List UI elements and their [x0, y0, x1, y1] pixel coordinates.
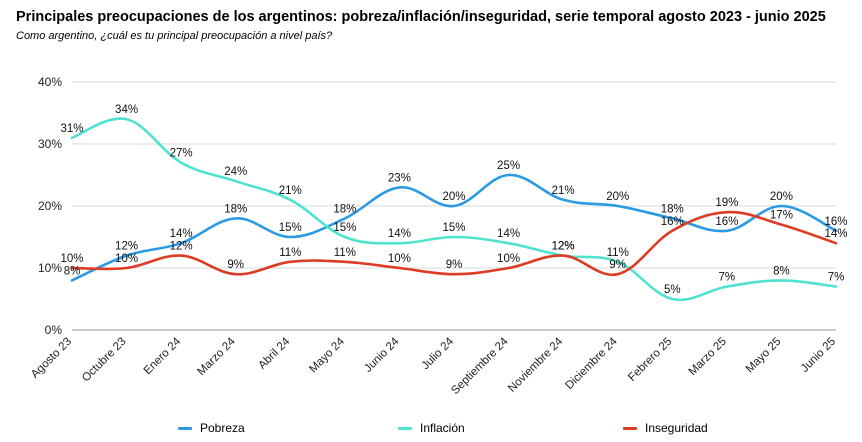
data-label-pobreza: 16% [824, 216, 847, 228]
data-label-inflacion: 14% [497, 228, 520, 240]
data-label-pobreza: 20% [606, 191, 629, 203]
data-label-pobreza: 21% [552, 185, 575, 197]
data-label-inflacion: 15% [333, 222, 356, 234]
data-label-inseguridad: 10% [497, 253, 520, 265]
x-tick-label: Marzo 25 [687, 336, 729, 378]
data-label-inseguridad: 17% [770, 210, 793, 222]
y-tick-label: 30% [38, 137, 62, 151]
data-label-inflacion: 24% [224, 166, 247, 178]
data-label-pobreza: 18% [224, 203, 247, 215]
data-label-pobreza: 16% [715, 216, 738, 228]
data-label-inseguridad: 11% [334, 247, 356, 259]
data-label-inflacion: 7% [828, 272, 845, 284]
data-label-inseguridad: 9% [227, 259, 244, 271]
data-label-inflacion: 27% [170, 148, 193, 160]
x-tick-label: Julio 24 [420, 335, 457, 372]
legend-swatch-inflacion [398, 426, 412, 430]
chart-subtitle: Como argentino, ¿cuál es tu principal pr… [16, 30, 333, 42]
legend-swatch-inseguridad [623, 426, 637, 430]
x-tick-label: Noviembre 24 [506, 335, 566, 395]
legend-item-inseguridad: Inseguridad [623, 421, 708, 435]
data-label-pobreza: 8% [64, 265, 81, 277]
y-tick-label: 20% [38, 199, 62, 213]
data-label-pobreza: 18% [661, 203, 684, 215]
data-label-inseguridad: 16% [661, 216, 684, 228]
chart-title: Principales preocupaciones de los argent… [16, 9, 826, 25]
legend-label-inflacion: Inflación [420, 421, 465, 435]
x-tick-label: Marzo 24 [195, 335, 238, 378]
data-label-inseguridad: 12% [170, 241, 193, 253]
y-tick-label: 0% [45, 323, 63, 337]
data-label-inseguridad: 9% [446, 259, 463, 271]
y-tick-label: 40% [38, 75, 62, 89]
data-label-inflacion: 12% [552, 241, 575, 253]
data-label-pobreza: 12% [115, 241, 138, 253]
data-label-inflacion: 11% [607, 247, 629, 259]
data-label-inflacion: 21% [279, 185, 302, 197]
x-tick-label: Junio 25 [799, 336, 838, 375]
data-label-inseguridad: 10% [115, 253, 138, 265]
data-label-inflacion: 5% [664, 284, 681, 296]
data-label-inseguridad: 10% [60, 253, 83, 265]
x-tick-label: Febrero 25 [626, 336, 674, 384]
legend-item-pobreza: Pobreza [178, 421, 245, 435]
data-label-pobreza: 15% [279, 222, 302, 234]
x-tick-label: Diciembre 24 [563, 335, 620, 392]
data-label-inflacion: 31% [60, 123, 83, 135]
data-label-inflacion: 7% [719, 272, 736, 284]
x-tick-label: Abril 24 [256, 335, 292, 371]
legend-item-inflacion: Inflación [398, 421, 465, 435]
data-label-inseguridad: 14% [824, 228, 847, 240]
x-tick-label: Agosto 23 [29, 336, 74, 381]
data-label-inflacion: 34% [115, 104, 138, 116]
series-line-inseguridad [70, 210, 838, 277]
x-tick-label: Mayo 25 [744, 336, 784, 376]
data-label-inseguridad: 19% [715, 197, 738, 209]
data-label-pobreza: 14% [170, 228, 193, 240]
data-label-inseguridad: 11% [279, 247, 301, 259]
data-label-inseguridad: 9% [609, 259, 626, 271]
x-tick-label: Octubre 23 [80, 336, 129, 385]
x-tick-label: Junio 24 [362, 335, 402, 375]
data-label-pobreza: 25% [497, 160, 520, 172]
series-line-inflacion [70, 117, 838, 302]
x-tick-label: Mayo 24 [307, 335, 347, 375]
series-line-pobreza [70, 173, 838, 282]
y-tick-label: 10% [38, 261, 62, 275]
data-label-pobreza: 18% [333, 203, 356, 215]
x-tick-label: Septiembre 24 [449, 335, 511, 397]
legend-label-pobreza: Pobreza [200, 421, 245, 435]
data-label-inflacion: 15% [442, 222, 465, 234]
legend-label-inseguridad: Inseguridad [645, 421, 708, 435]
data-label-inseguridad: 10% [388, 253, 411, 265]
data-label-inflacion: 14% [388, 228, 411, 240]
x-tick-label: Enero 24 [142, 335, 184, 377]
data-label-pobreza: 20% [442, 191, 465, 203]
data-label-pobreza: 23% [388, 172, 411, 184]
data-label-inflacion: 8% [773, 265, 790, 277]
legend-swatch-pobreza [178, 426, 192, 430]
data-label-pobreza: 20% [770, 191, 793, 203]
data-label-inseguridad: 12% [552, 241, 575, 253]
